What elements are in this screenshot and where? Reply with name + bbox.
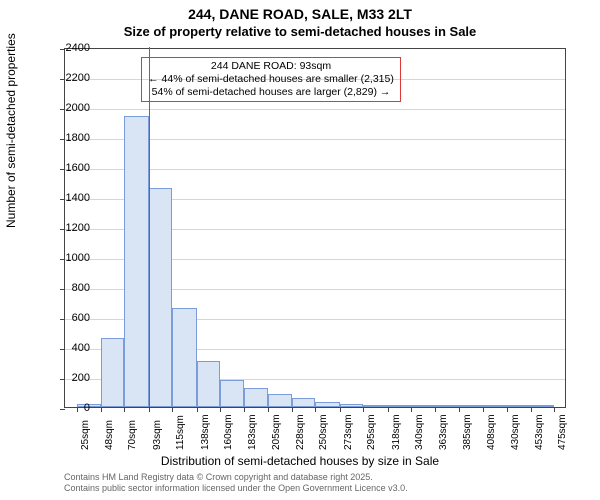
xtick-label: 25sqm (80, 420, 91, 450)
xtick-label: 160sqm (223, 414, 234, 450)
histogram-bar (483, 405, 506, 407)
xtick-label: 183sqm (247, 414, 258, 450)
xtick-mark (531, 407, 532, 412)
chart-title-block: 244, DANE ROAD, SALE, M33 2LT Size of pr… (0, 0, 600, 40)
annotation-line1: 244 DANE ROAD: 93sqm (146, 60, 396, 73)
xtick-label: 340sqm (414, 414, 425, 450)
annotation-line3: 54% of semi-detached houses are larger (… (146, 86, 396, 99)
ytick-label: 800 (42, 282, 90, 294)
ytick-label: 1000 (42, 252, 90, 264)
xtick-label: 48sqm (104, 420, 115, 450)
xtick-mark (149, 407, 150, 412)
y-axis-label: Number of semi-detached properties (4, 33, 18, 228)
histogram-bar (292, 398, 315, 407)
xtick-label: 70sqm (127, 420, 138, 450)
xtick-mark (483, 407, 484, 412)
annotation-box: 244 DANE ROAD: 93sqm← 44% of semi-detach… (141, 57, 401, 102)
xtick-mark (197, 407, 198, 412)
ytick-label: 2200 (42, 72, 90, 84)
xtick-label: 295sqm (366, 414, 377, 450)
xtick-label: 408sqm (486, 414, 497, 450)
histogram-bar (149, 188, 172, 407)
xtick-mark (244, 407, 245, 412)
ytick-label: 400 (42, 342, 90, 354)
ytick-label: 200 (42, 372, 90, 384)
xtick-mark (435, 407, 436, 412)
ytick-label: 600 (42, 312, 90, 324)
ytick-label: 1200 (42, 222, 90, 234)
xtick-mark (268, 407, 269, 412)
histogram-bar (340, 404, 363, 407)
histogram-bar (507, 405, 531, 407)
ytick-label: 2400 (42, 42, 90, 54)
histogram-bar (268, 394, 292, 408)
xtick-mark (220, 407, 221, 412)
ytick-label: 1400 (42, 192, 90, 204)
xtick-mark (554, 407, 555, 412)
histogram-bar (220, 380, 244, 407)
attribution-block: Contains HM Land Registry data © Crown c… (64, 472, 408, 494)
chart-title-line1: 244, DANE ROAD, SALE, M33 2LT (0, 6, 600, 24)
xtick-label: 93sqm (152, 420, 163, 450)
xtick-mark (172, 407, 173, 412)
histogram-bar (315, 402, 339, 407)
xtick-mark (507, 407, 508, 412)
histogram-bar (411, 405, 435, 407)
xtick-label: 115sqm (175, 415, 186, 450)
xtick-mark (388, 407, 389, 412)
chart-area: 244 DANE ROAD: 93sqm← 44% of semi-detach… (64, 48, 566, 408)
annotation-line2: ← 44% of semi-detached houses are smalle… (146, 73, 396, 86)
xtick-mark (459, 407, 460, 412)
xtick-mark (292, 407, 293, 412)
xtick-label: 273sqm (343, 414, 354, 450)
histogram-bar (388, 405, 411, 407)
xtick-mark (124, 407, 125, 412)
histogram-bar (531, 405, 554, 407)
xtick-label: 453sqm (534, 414, 545, 450)
xtick-label: 363sqm (438, 414, 449, 450)
histogram-bar (197, 361, 220, 408)
histogram-bar (435, 405, 458, 407)
histogram-bar (459, 405, 483, 407)
chart-title-line2: Size of property relative to semi-detach… (0, 24, 600, 40)
xtick-label: 228sqm (295, 414, 306, 450)
gridline-h (65, 109, 565, 110)
xtick-label: 250sqm (318, 414, 329, 450)
ytick-label: 1800 (42, 132, 90, 144)
attribution-line2: Contains public sector information licen… (64, 483, 408, 494)
histogram-bar (172, 308, 196, 407)
xtick-mark (101, 407, 102, 412)
histogram-bar (124, 116, 148, 407)
xtick-mark (363, 407, 364, 412)
xtick-mark (315, 407, 316, 412)
ytick-label: 2000 (42, 102, 90, 114)
xtick-mark (340, 407, 341, 412)
xtick-label: 430sqm (510, 414, 521, 450)
histogram-bar (101, 338, 124, 407)
xtick-label: 138sqm (200, 414, 211, 450)
xtick-label: 475sqm (557, 414, 568, 450)
xtick-label: 318sqm (391, 414, 402, 450)
xtick-mark (411, 407, 412, 412)
histogram-bar (363, 405, 387, 407)
xtick-label: 205sqm (271, 414, 282, 450)
x-axis-label: Distribution of semi-detached houses by … (0, 454, 600, 468)
xtick-label: 385sqm (462, 414, 473, 450)
plot-region: 244 DANE ROAD: 93sqm← 44% of semi-detach… (64, 48, 566, 408)
ytick-label: 1600 (42, 162, 90, 174)
ytick-label: 0 (42, 402, 90, 414)
histogram-bar (244, 388, 267, 408)
attribution-line1: Contains HM Land Registry data © Crown c… (64, 472, 408, 483)
